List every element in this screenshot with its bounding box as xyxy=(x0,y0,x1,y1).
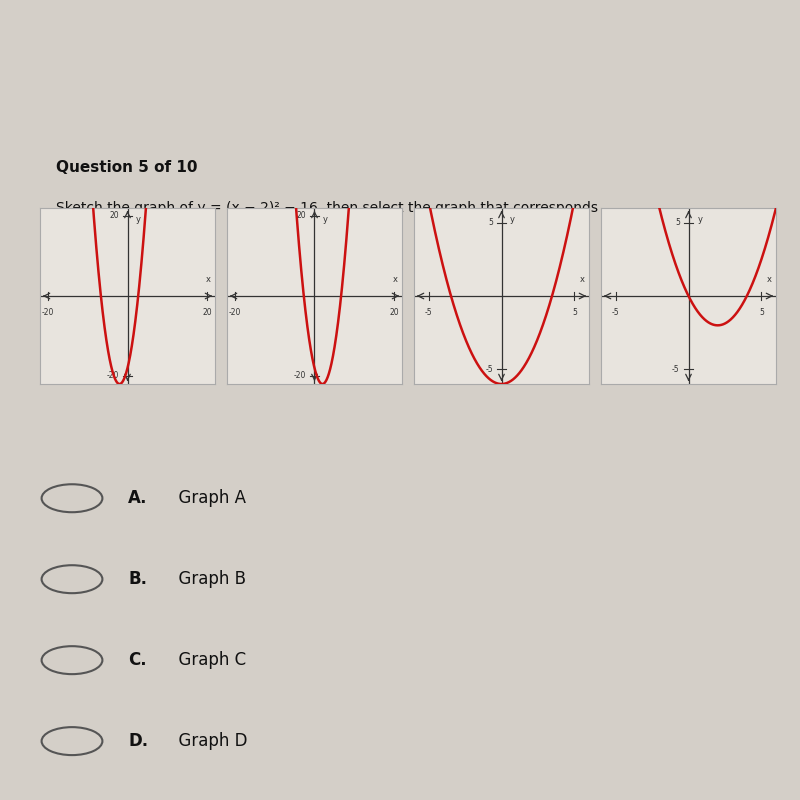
Text: A.: A. xyxy=(128,490,147,507)
Text: 5: 5 xyxy=(572,308,577,318)
Text: 20: 20 xyxy=(109,211,118,221)
Text: Question 5 of 10: Question 5 of 10 xyxy=(56,160,198,175)
Text: -20: -20 xyxy=(229,308,241,318)
Text: -20: -20 xyxy=(106,371,118,381)
Text: C.: C. xyxy=(128,651,146,669)
Text: y: y xyxy=(698,215,702,224)
Text: 20: 20 xyxy=(390,308,399,318)
Text: Graph D: Graph D xyxy=(168,732,247,750)
Text: x: x xyxy=(393,274,398,284)
Text: -20: -20 xyxy=(42,308,54,318)
Text: to your sketch.: to your sketch. xyxy=(56,242,159,257)
Text: x: x xyxy=(579,274,585,284)
Text: x: x xyxy=(766,274,771,284)
Text: Graph A: Graph A xyxy=(168,490,246,507)
Text: 20: 20 xyxy=(202,308,212,318)
Text: 5: 5 xyxy=(488,218,493,227)
Text: -5: -5 xyxy=(425,308,432,318)
Text: Graph B: Graph B xyxy=(168,570,246,588)
Text: -5: -5 xyxy=(485,365,493,374)
Text: Sketch the graph of y = (x − 2)² − 16, then select the graph that corresponds: Sketch the graph of y = (x − 2)² − 16, t… xyxy=(56,202,598,215)
Text: x: x xyxy=(206,274,210,284)
Text: -20: -20 xyxy=(294,371,306,381)
Text: -5: -5 xyxy=(672,365,680,374)
Text: 20: 20 xyxy=(296,211,306,221)
Text: 5: 5 xyxy=(759,308,764,318)
Text: D.: D. xyxy=(128,732,148,750)
Text: y: y xyxy=(323,215,328,224)
Text: y: y xyxy=(510,215,515,224)
Text: y: y xyxy=(136,215,142,224)
Text: Graph C: Graph C xyxy=(168,651,246,669)
Text: 5: 5 xyxy=(675,218,680,227)
Text: B.: B. xyxy=(128,570,147,588)
Text: -5: -5 xyxy=(612,308,619,318)
